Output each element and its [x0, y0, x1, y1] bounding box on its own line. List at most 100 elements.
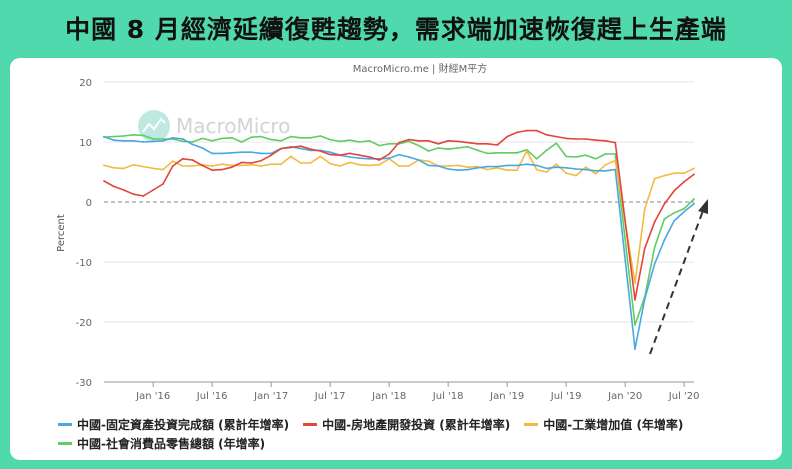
data-point: [594, 157, 597, 160]
data-point: [260, 159, 263, 162]
series-line-1: [103, 129, 695, 301]
data-point: [152, 138, 155, 140]
x-tick-label: Jul '17: [314, 391, 346, 402]
legend-item[interactable]: 中國-社會消費品零售總額 (年增率): [58, 434, 265, 452]
data-point: [466, 145, 469, 148]
data-point: [221, 152, 223, 155]
y-tick-label: 0: [86, 198, 92, 209]
data-point: [211, 169, 214, 172]
data-point: [437, 142, 440, 145]
data-point: [545, 171, 548, 173]
data-point: [181, 138, 184, 140]
data-point: [309, 162, 312, 164]
legend-item[interactable]: 中國-房地產開發投資 (累計年增率): [303, 416, 510, 434]
data-point: [604, 139, 607, 142]
data-point: [289, 135, 292, 138]
data-point: [604, 153, 607, 155]
data-point: [329, 151, 332, 154]
data-point: [181, 157, 184, 160]
data-point: [525, 150, 528, 152]
arrow-head-icon: [698, 199, 708, 214]
data-point: [584, 166, 587, 169]
legend-label: 中國-房地產開發投資 (累計年增率): [322, 418, 511, 432]
data-point: [683, 207, 686, 210]
data-point: [299, 162, 302, 164]
data-point: [683, 210, 686, 213]
data-point: [319, 150, 322, 152]
data-point: [181, 165, 184, 167]
data-point: [555, 163, 558, 166]
legend-swatch-icon: [58, 423, 72, 426]
data-point: [506, 135, 509, 138]
legend-item[interactable]: 中國-固定資產投資完成額 (累計年增率): [58, 416, 289, 434]
data-point: [250, 163, 253, 166]
data-point: [270, 163, 273, 166]
series-line-0: [103, 135, 695, 350]
y-tick-label: 20: [79, 78, 92, 89]
y-axis-label: Percent: [56, 214, 67, 252]
data-point: [211, 165, 214, 167]
data-point: [250, 136, 253, 139]
chart-card: MacroMicro.me | 財經M平方 MacroMicro 20 10 0 -1…: [10, 58, 782, 460]
data-point: [643, 207, 646, 210]
data-point: [663, 202, 666, 205]
legend-item[interactable]: 中國-工業增加值 (年增率): [524, 416, 683, 434]
data-point: [299, 145, 302, 148]
recovery-arrow: [649, 199, 708, 355]
data-point: [250, 151, 253, 154]
data-point: [486, 152, 489, 155]
data-point: [447, 148, 450, 151]
data-point: [348, 156, 351, 158]
data-point: [388, 157, 391, 160]
data-point: [614, 141, 617, 144]
data-point: [466, 141, 469, 144]
data-point: [634, 348, 636, 350]
data-point: [673, 189, 676, 192]
data-point: [240, 141, 243, 143]
data-point: [368, 156, 371, 158]
data-point: [653, 262, 656, 265]
x-tick-label: Jan '19: [489, 391, 524, 402]
data-point: [221, 163, 223, 166]
data-point: [673, 172, 676, 175]
data-point: [427, 164, 430, 167]
data-point: [103, 164, 105, 167]
data-point: [250, 162, 253, 164]
data-point: [260, 165, 263, 167]
data-point: [103, 180, 105, 182]
data-point: [201, 137, 204, 140]
data-point: [466, 168, 469, 171]
data-point: [162, 168, 164, 171]
data-point: [142, 165, 145, 168]
data-point: [575, 174, 577, 177]
data-point: [132, 193, 135, 196]
data-point: [339, 165, 341, 167]
data-point: [221, 137, 223, 140]
data-point: [545, 167, 548, 170]
data-point: [535, 168, 538, 171]
watermark-trend-icon: [142, 117, 166, 133]
data-point: [142, 134, 145, 137]
data-point: [339, 154, 341, 157]
data-point: [368, 139, 371, 142]
data-point: [329, 153, 332, 156]
data-point: [280, 147, 282, 150]
data-point: [132, 133, 135, 136]
x-tick-label: Jul '19: [550, 391, 582, 402]
data-point: [476, 149, 479, 152]
data-point: [230, 164, 233, 167]
data-point: [309, 136, 312, 139]
data-point: [584, 168, 587, 171]
data-point: [535, 157, 538, 160]
data-point: [545, 149, 548, 152]
data-point: [614, 153, 617, 155]
data-point: [466, 166, 469, 169]
watermark-logo-icon: [138, 110, 170, 142]
data-point: [614, 159, 617, 162]
legend-swatch-icon: [524, 423, 539, 426]
data-point: [162, 139, 164, 142]
data-point: [171, 160, 174, 163]
data-point: [122, 189, 125, 191]
data-point: [417, 139, 420, 142]
